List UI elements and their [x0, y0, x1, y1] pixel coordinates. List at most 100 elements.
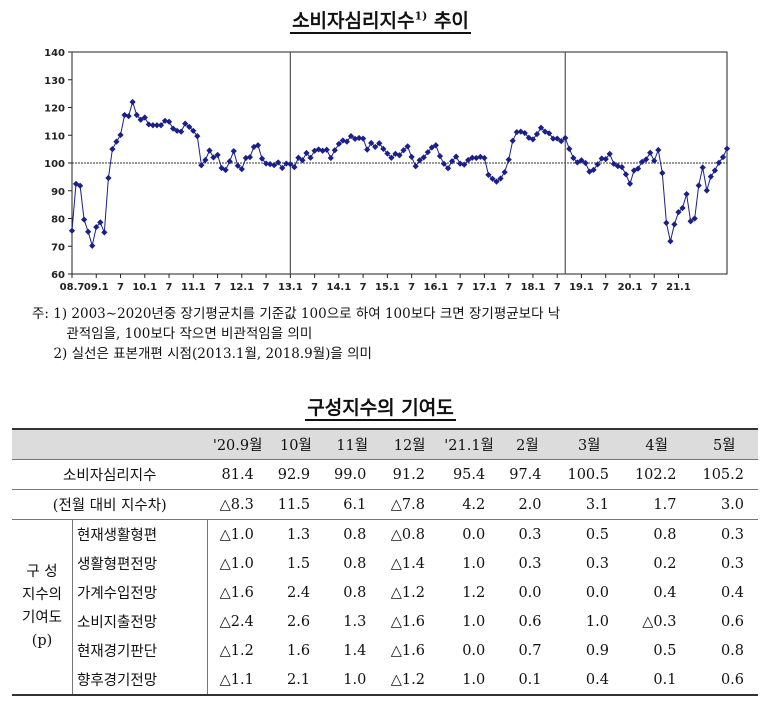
x-tick-label: 18.1 — [521, 282, 546, 293]
chart-title-footnote: 1) — [414, 9, 428, 23]
x-tick-label: 7 — [263, 282, 270, 293]
line-chart: 60 70 80 90 100 110 120 130 140 08.7 09.1 7 10.1 7 11.… — [44, 48, 731, 293]
table-cell: 0.0 — [518, 584, 542, 601]
x-tick-label: 15.1 — [375, 282, 400, 293]
table-cell: 2.4 — [287, 584, 311, 601]
table-cell: 1.3 — [287, 526, 311, 543]
table-cell: 0.5 — [585, 526, 609, 543]
data-point — [598, 155, 605, 162]
table-cell: △1.6 — [390, 642, 425, 659]
data-point — [647, 149, 654, 156]
x-tick-label: 08.7 — [60, 282, 85, 293]
table-cell: △0.3 — [642, 613, 677, 630]
x-tick-label: 17.1 — [472, 282, 497, 293]
data-point — [562, 134, 569, 142]
chart-title: 소비자심리지수1) 추이 — [0, 6, 761, 34]
table-cell: 1.0 — [585, 613, 609, 630]
group-label-line: 기여도 — [21, 610, 63, 626]
table-cell: △1.6 — [390, 613, 425, 630]
data-point — [343, 138, 351, 145]
header-cell: 10월 — [267, 428, 325, 460]
data-point — [258, 155, 266, 162]
data-point — [376, 140, 383, 147]
data-point — [659, 169, 666, 177]
x-tick-label: 7 — [166, 282, 173, 293]
data-point — [412, 163, 419, 170]
table-cell: 4.2 — [438, 489, 500, 520]
row-label: 소비자심리지수 — [12, 459, 208, 490]
x-tick-label: 12.1 — [229, 282, 254, 293]
data-point — [671, 221, 678, 228]
x-tick-label: 13.1 — [278, 282, 303, 293]
table-cell: 0.1 — [499, 665, 556, 696]
table-cell: 81.4 — [207, 459, 268, 490]
data-point — [703, 187, 710, 194]
data-point — [424, 149, 431, 156]
y-tick-label: 60 — [51, 270, 65, 281]
y-tick-label: 140 — [44, 48, 65, 59]
x-tick-label: 21.1 — [666, 282, 691, 293]
data-point — [513, 129, 520, 136]
header-corner — [12, 428, 208, 460]
header-cell: 3월 — [555, 428, 623, 460]
row-label: 향후경기전망 — [72, 665, 208, 696]
y-tick-label: 70 — [51, 242, 65, 253]
data-point — [501, 169, 508, 176]
data-point — [695, 182, 702, 189]
data-point — [331, 147, 338, 154]
data-point — [570, 154, 577, 162]
data-point — [558, 137, 565, 145]
table-cell: △1.2 — [380, 665, 439, 696]
data-point — [68, 227, 76, 234]
data-point — [246, 154, 254, 161]
data-point — [465, 156, 472, 164]
table-cell: 0.4 — [653, 584, 677, 601]
data-point — [723, 145, 731, 152]
table-cell: 91.2 — [380, 459, 439, 490]
data-point — [206, 147, 213, 154]
table-cell: 0.6 — [518, 613, 542, 630]
table-cell: 1.0 — [462, 613, 486, 630]
row-label: 소비지출전망 — [72, 607, 208, 636]
table-cell: 100.5 — [555, 459, 623, 490]
table-cell: 97.4 — [499, 459, 556, 490]
group-label: 구 성 지수의 기여도 (p) — [12, 519, 73, 696]
data-point — [663, 219, 670, 227]
table-cell: △1.1 — [207, 665, 268, 696]
x-tick-label: 7 — [311, 282, 318, 293]
data-point — [711, 167, 718, 174]
data-point — [85, 228, 92, 235]
x-tick-label: 7 — [457, 282, 464, 293]
data-point — [113, 138, 120, 145]
table-cell: △8.3 — [207, 489, 268, 520]
table-cell: 0.8 — [720, 642, 744, 659]
data-point — [141, 114, 148, 121]
data-point — [299, 157, 306, 164]
x-tick-label: 10.1 — [132, 282, 157, 293]
x-tick-label: 7 — [554, 282, 561, 293]
contribution-table: '20.9월 10월 11월 12월 '21.1월 2월 3월 4월 5월 소비… — [12, 428, 758, 696]
header-cell: 12월 — [380, 428, 439, 460]
header-cell: 4월 — [622, 428, 691, 460]
y-tick-label: 80 — [51, 215, 65, 226]
group-label-line: 지수의 — [21, 587, 63, 603]
data-point — [655, 146, 662, 154]
note-line-3: 2) 실선은 표본개편 시점(2013.1월, 2018.9월)을 의미 — [32, 346, 372, 362]
table-cell: 99.0 — [324, 459, 381, 490]
y-tick-label: 110 — [44, 131, 65, 142]
data-point — [622, 171, 630, 178]
table-title: 구성지수의 기여도 — [0, 393, 761, 421]
x-tick-label: 7 — [651, 282, 658, 293]
table-cell: 1.3 — [343, 613, 367, 630]
table-cell: 0.0 — [462, 526, 486, 543]
table-cell: △1.6 — [219, 584, 254, 601]
table-title-text: 구성지수의 기여도 — [305, 397, 456, 421]
data-point — [372, 143, 379, 151]
table-cell: 1.0 — [462, 555, 486, 572]
data-point — [420, 154, 427, 161]
data-point — [683, 190, 690, 198]
x-tick-label: 14.1 — [327, 282, 352, 293]
data-point — [509, 137, 516, 144]
table-cell: 2.0 — [499, 489, 556, 520]
table-cell: 0.8 — [343, 584, 367, 601]
